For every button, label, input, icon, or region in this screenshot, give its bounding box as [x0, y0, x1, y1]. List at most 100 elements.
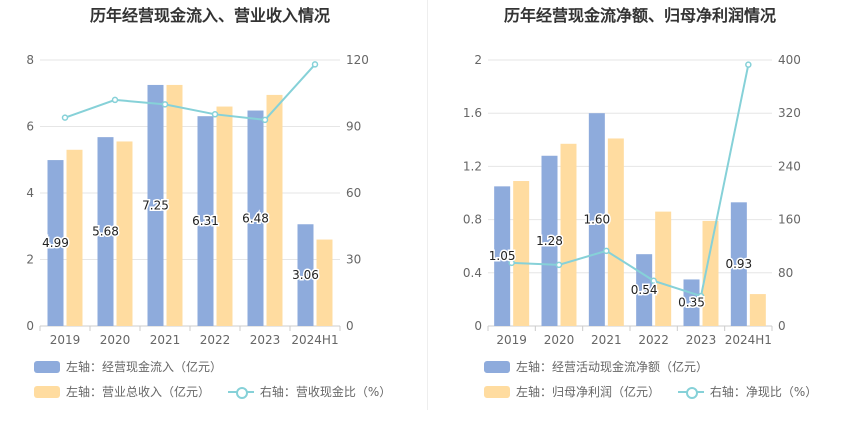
x-tick-label: 2023: [250, 333, 281, 347]
y-right-tick-label: 400: [778, 53, 801, 67]
bar-data-label: 7.25: [142, 198, 169, 212]
y-right-tick-label: 0: [346, 319, 354, 333]
y-left-tick-label: 0: [474, 319, 482, 333]
bar-series-1: [97, 137, 114, 326]
y-right-tick-label: 0: [778, 319, 786, 333]
legend-item-revenue-cash-ratio[interactable]: 右轴：营收现金比（%）: [227, 384, 392, 400]
ratio-line-point: [311, 61, 319, 68]
y-left-tick-label: 8: [26, 53, 34, 67]
x-tick-label: 2019: [496, 333, 527, 347]
legend-label: 左轴：营业总收入（亿元）: [66, 384, 211, 399]
bar-series-2: [166, 84, 183, 326]
bar-series-2: [116, 141, 133, 326]
ratio-line-point: [745, 61, 752, 68]
ratio-line-point: [508, 259, 515, 267]
bar-data-label: 1.28: [536, 234, 563, 248]
y-right-tick-label: 160: [778, 213, 801, 227]
bar-data-label: 0.35: [678, 296, 705, 310]
y-left-tick-label: 0.8: [463, 213, 482, 227]
bar-data-label: 3.06: [292, 268, 319, 282]
y-left-tick-label: 1.6: [463, 106, 482, 120]
bar-series-1: [297, 224, 314, 326]
x-tick-label: 2023: [686, 333, 717, 347]
y-left-tick-label: 0: [26, 319, 34, 333]
y-right-tick-label: 240: [778, 159, 801, 173]
x-tick-label: 2019: [50, 333, 81, 347]
y-left-tick-label: 6: [26, 120, 34, 134]
cashflow-revenue-chart: 0 2 4 6 8 0 30 60 90 120 2019 2020 2021 2022 2023 2024H…: [26, 53, 369, 347]
y-left-tick-label: 0.4: [463, 266, 482, 280]
bar-data-label: 5.68: [92, 225, 119, 239]
legend-line-marker-icon: [677, 386, 704, 399]
ratio-line-point: [111, 96, 119, 104]
legend-swatch-orange: [484, 386, 510, 398]
bar-series-2: [560, 143, 577, 326]
legend-label: 左轴：归母净利润（亿元）: [516, 384, 661, 399]
bar-series-1: [47, 160, 64, 326]
y-left-tick-label: 1.2: [463, 159, 482, 173]
y-right-tick-label: 80: [778, 266, 793, 280]
y-right-tick-label: 60: [346, 186, 361, 200]
legend-item-revenue[interactable]: 左轴：营业总收入（亿元）: [34, 384, 210, 400]
ratio-line-point: [161, 101, 169, 108]
y-left-tick-label: 2: [474, 53, 482, 67]
y-right-tick-label: 320: [778, 106, 801, 120]
ratio-line-point: [211, 111, 219, 118]
bar-series-1: [541, 155, 558, 326]
y-right-tick-label: 30: [346, 253, 361, 267]
y-right-tick-label: 90: [346, 120, 361, 134]
ratio-line-point: [555, 261, 563, 269]
bar-series-2: [66, 149, 83, 326]
bar-data-label: 1.05: [489, 249, 516, 263]
bar-series-1: [247, 110, 264, 326]
legend-label: 左轴：经营活动现金流净额（亿元）: [516, 359, 709, 374]
ratio-line-point: [261, 116, 269, 124]
bar-series-1: [494, 186, 511, 326]
bar-data-label: 6.48: [242, 211, 269, 225]
y-left-tick-label: 4: [26, 186, 34, 200]
legend-label: 左轴：经营现金流入（亿元）: [66, 359, 223, 374]
bar-data-label: 0.54: [631, 283, 658, 297]
y-right-tick-label: 120: [346, 53, 369, 67]
netcash-profit-chart: 0 0.4 0.8 1.2 1.6 2 0 80 160 240 320 400 2019 2020 202…: [463, 53, 801, 347]
ratio-line-point: [650, 277, 657, 285]
x-tick-label: 2021: [150, 333, 181, 347]
bar-data-label: 4.99: [42, 236, 69, 250]
x-tick-label: 2022: [638, 333, 669, 347]
legend-item-net-cash-ratio[interactable]: 右轴：净现比（%）: [677, 384, 817, 400]
ratio-line-point: [603, 247, 610, 255]
y-left-tick-label: 2: [26, 253, 34, 267]
legend-item-net-cash-flow[interactable]: 左轴：经营活动现金流净额（亿元）: [484, 359, 708, 375]
bar-series-1: [588, 113, 605, 326]
legend-label: 右轴：营收现金比（%）: [259, 384, 392, 399]
bar-series-2: [749, 294, 766, 326]
bar-data-label: 6.31: [192, 214, 219, 228]
bar-series-2: [607, 138, 624, 326]
bar-series-2: [655, 211, 672, 326]
x-tick-label: 2022: [200, 333, 231, 347]
panel-divider: [427, 0, 428, 410]
bar-series-1: [197, 116, 214, 326]
x-tick-label: 2024H1: [725, 333, 772, 347]
x-tick-label: 2021: [591, 333, 622, 347]
legend-swatch-blue: [34, 361, 60, 373]
chart-title-right: 历年经营现金流净额、归母净利润情况: [503, 6, 776, 25]
bar-series-2: [513, 181, 530, 326]
x-tick-label: 2020: [100, 333, 131, 347]
bar-series-2: [216, 106, 233, 326]
bar-data-label: 1.60: [583, 213, 610, 227]
bar-series-2: [702, 220, 719, 326]
legend-item-net-profit[interactable]: 左轴：归母净利润（亿元）: [484, 384, 660, 400]
legend-item-cash-inflow[interactable]: 左轴：经营现金流入（亿元）: [34, 359, 222, 375]
bar-series-1: [730, 202, 747, 326]
x-tick-label: 2024H1: [291, 333, 338, 347]
bar-series-1: [147, 84, 164, 326]
bar-series-2: [266, 94, 283, 326]
legend-swatch-orange: [34, 386, 60, 398]
ratio-line: [511, 64, 750, 298]
bar-series-2: [316, 239, 333, 326]
ratio-line-point: [697, 292, 705, 300]
chart-title-left: 历年经营现金流入、营业收入情况: [89, 6, 330, 25]
legend-swatch-blue: [484, 361, 510, 373]
